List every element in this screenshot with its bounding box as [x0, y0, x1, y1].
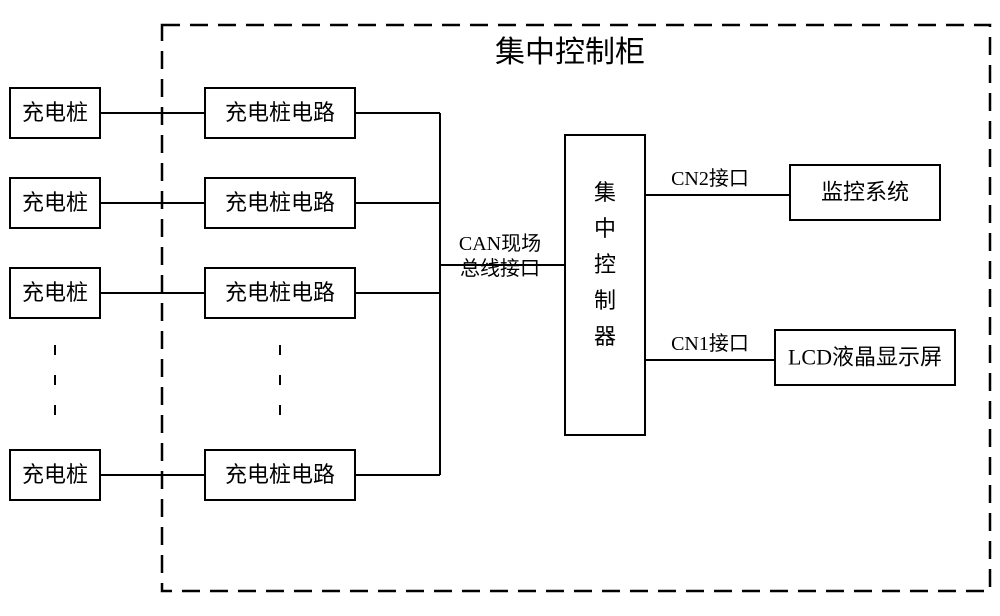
charging-pile-label: 充电桩	[22, 190, 88, 215]
central-controller-label: 制	[594, 288, 616, 313]
charging-pile-label: 充电桩	[22, 100, 88, 125]
charging-pile-label: 充电桩	[22, 462, 88, 487]
monitor-system-label: 监控系统	[821, 180, 909, 205]
charging-circuit-label: 充电桩电路	[225, 190, 335, 215]
cn1-label: CN1接口	[671, 332, 749, 355]
cabinet-title: 集中控制柜	[495, 36, 645, 69]
can-bus-label-1: CAN现场	[459, 232, 541, 255]
cn2-label: CN2接口	[671, 167, 749, 190]
central-controller-label: 器	[594, 324, 616, 349]
lcd-label: LCD液晶显示屏	[788, 345, 942, 370]
charging-circuit-label: 充电桩电路	[225, 100, 335, 125]
can-bus-label-2: 总线接口	[460, 257, 540, 280]
central-controller-label: 集	[594, 180, 616, 205]
charging-pile-label: 充电桩	[22, 280, 88, 305]
central-controller-label: 控	[594, 252, 616, 277]
central-controller-label: 中	[594, 216, 616, 241]
charging-circuit-label: 充电桩电路	[225, 462, 335, 487]
charging-circuit-label: 充电桩电路	[225, 280, 335, 305]
